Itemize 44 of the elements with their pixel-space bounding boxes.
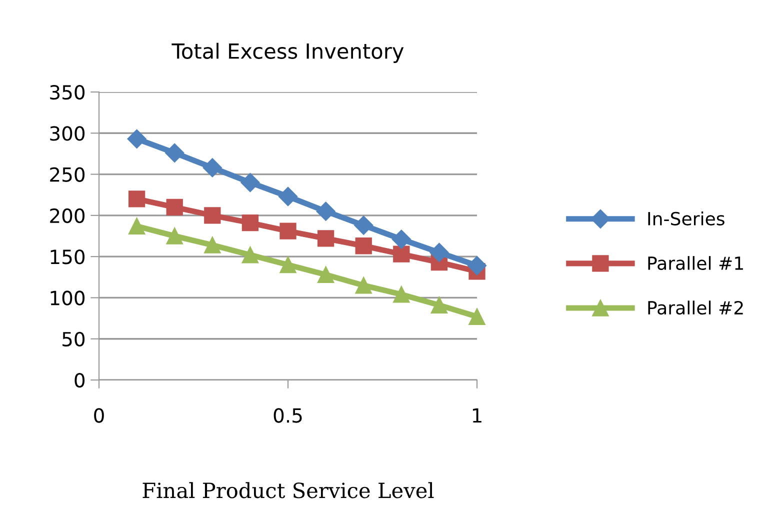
point xyxy=(204,207,221,224)
point xyxy=(242,246,259,264)
point xyxy=(467,256,487,276)
point xyxy=(468,308,486,325)
x-tick-label: 0 xyxy=(94,408,104,423)
point xyxy=(127,129,146,148)
point xyxy=(430,242,449,262)
point xyxy=(242,214,259,232)
y-tick-label: 50 xyxy=(62,332,85,347)
point xyxy=(280,222,296,240)
point xyxy=(317,230,334,247)
point xyxy=(430,296,448,314)
chart-title: Total Excess Inventory xyxy=(172,42,404,63)
point xyxy=(202,158,222,178)
y-tick-label: 250 xyxy=(50,167,85,182)
y-tick-label: 100 xyxy=(50,290,85,306)
point xyxy=(355,238,372,254)
y-tick-label: 350 xyxy=(50,84,85,100)
point xyxy=(166,228,183,244)
y-tick-label: 200 xyxy=(50,208,85,224)
point xyxy=(317,266,334,284)
x-axis-title: Final Product Service Level xyxy=(142,482,434,498)
legend-label: Parallel #2 xyxy=(648,300,743,315)
x-tick-label: 1 xyxy=(472,408,482,423)
point xyxy=(280,256,296,274)
y-tick-label: 300 xyxy=(50,126,85,141)
point xyxy=(354,216,374,235)
point xyxy=(128,218,146,234)
point xyxy=(278,186,298,206)
point xyxy=(355,277,372,294)
legend-label: Parallel #1 xyxy=(648,256,743,270)
point xyxy=(316,202,336,221)
x-tick-label: 0.5 xyxy=(274,408,302,423)
point xyxy=(204,236,221,254)
y-tick-label: 0 xyxy=(74,372,85,388)
point xyxy=(393,246,410,262)
point xyxy=(166,198,183,216)
point xyxy=(165,143,184,162)
point xyxy=(392,230,411,249)
point xyxy=(128,190,146,208)
legend-label: In-Series xyxy=(648,212,724,226)
point xyxy=(240,172,260,192)
y-tick-label: 150 xyxy=(50,250,85,264)
point xyxy=(393,286,410,303)
